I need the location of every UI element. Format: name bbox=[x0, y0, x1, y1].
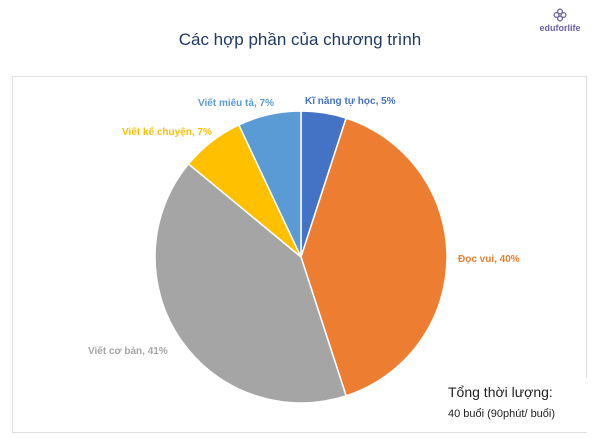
pie-slice-5 bbox=[237, 110, 302, 258]
slice-label-1: Kĩ năng tự học, 5% bbox=[305, 96, 396, 107]
flower-logo-icon bbox=[553, 8, 567, 22]
slice-label-2: Đọc vui, 40% bbox=[458, 254, 520, 265]
pie-slice-2 bbox=[300, 117, 448, 397]
slice-label-5: Viết miêu tả, 7% bbox=[198, 97, 274, 109]
total-duration-title: Tổng thời lượng: bbox=[448, 384, 553, 400]
brand: eduforlife bbox=[530, 8, 590, 33]
page-title: Các hợp phần của chương trình bbox=[178, 30, 422, 49]
total-duration-box: Tổng thời lượng: 40 buổi (90phút/ buổi) bbox=[430, 378, 590, 432]
total-duration-value: 40 buổi (90phút/ buổi) bbox=[448, 408, 556, 420]
brand-name: eduforlife bbox=[539, 23, 581, 33]
pie-slice-3 bbox=[154, 162, 348, 404]
slice-label-3: Viết cơ bản, 41% bbox=[88, 345, 168, 357]
slice-label-4: Viết kể chuyện, 7% bbox=[122, 126, 212, 138]
